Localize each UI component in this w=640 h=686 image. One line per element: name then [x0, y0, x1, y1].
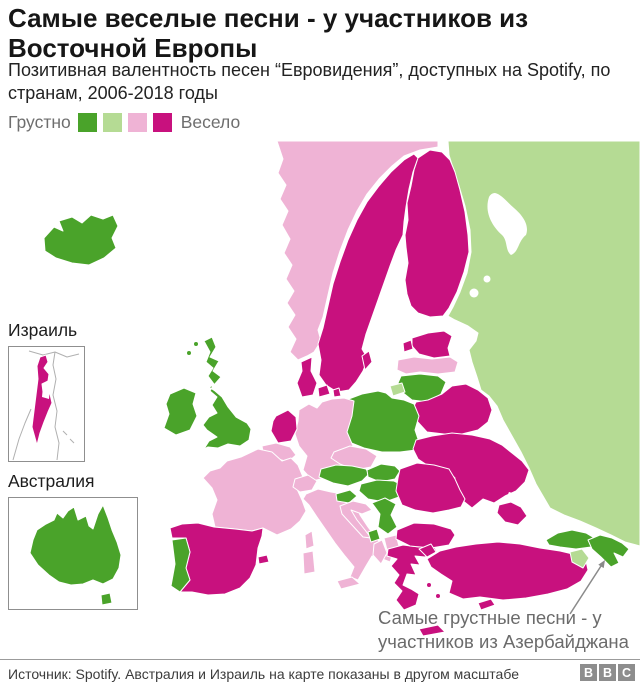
country-slovenia — [335, 489, 358, 504]
legend-sad-label: Грустно — [8, 112, 71, 132]
lake-onega — [483, 275, 491, 283]
gotland-island — [361, 350, 373, 371]
annotation-arrow-head — [598, 560, 605, 569]
legend-swatch-3 — [127, 113, 147, 132]
australia-inset-label: Австралия — [8, 471, 95, 491]
sicily-island — [336, 576, 361, 590]
country-slovakia — [366, 463, 401, 483]
country-australia — [29, 504, 122, 586]
country-austria — [318, 464, 370, 487]
page-title: Самые веселые песни - у участников из Во… — [8, 3, 529, 63]
crimea-peninsula — [496, 501, 528, 526]
legend-happy-label: Весело — [180, 112, 241, 132]
country-belarus — [411, 383, 493, 435]
legend-swatch-4 — [152, 113, 172, 132]
orkney-island — [193, 341, 199, 347]
country-spain — [169, 522, 264, 596]
bbc-logo-letter-b1: B — [580, 664, 597, 681]
white-sea — [487, 193, 527, 255]
country-latvia — [396, 356, 459, 375]
west-bank-gap — [42, 386, 50, 399]
country-finland — [404, 149, 470, 318]
country-greece — [386, 543, 438, 611]
country-armenia — [569, 548, 590, 569]
tasmania-island — [100, 592, 113, 606]
country-uk — [202, 336, 252, 450]
bbc-logo: B B C — [580, 664, 635, 681]
footer-divider — [0, 659, 640, 660]
israel-inset-label: Израиль — [8, 320, 78, 340]
bbc-logo-letter-c: C — [618, 664, 635, 681]
israel-inset-box — [8, 346, 85, 462]
sardinia-island — [302, 550, 316, 575]
country-russia — [447, 140, 640, 547]
egypt-border-line — [12, 408, 32, 461]
country-turkey — [426, 541, 589, 601]
annotation-arrow-line — [569, 565, 602, 615]
country-netherlands — [270, 409, 298, 444]
country-poland — [341, 390, 420, 453]
saaremaa-island — [402, 339, 414, 353]
legend-swatch-1 — [77, 113, 97, 132]
country-kaliningrad — [389, 382, 406, 397]
country-denmark — [296, 356, 318, 398]
country-switzerland — [292, 474, 318, 493]
annotation-line-1: Самые грустные песни - у — [378, 607, 602, 628]
country-albania — [372, 539, 388, 565]
legend-swatch-2 — [102, 113, 122, 132]
country-ireland — [163, 387, 198, 436]
country-france — [202, 448, 307, 536]
australia-map — [29, 504, 122, 606]
lake-ladoga — [469, 288, 479, 298]
turkey-european-part — [418, 543, 437, 558]
aegean-island-1 — [426, 582, 432, 588]
hebrides-island — [186, 350, 192, 356]
country-sweden — [317, 153, 419, 393]
country-israel — [31, 354, 53, 446]
aegean-island-2 — [435, 593, 441, 599]
annotation-line-2: участников из Азербайджана — [378, 631, 629, 652]
country-azerbaijan — [587, 534, 630, 568]
country-iceland — [43, 214, 119, 266]
funen-island — [332, 387, 342, 398]
country-portugal — [170, 537, 191, 593]
country-montenegro — [367, 528, 381, 543]
australia-inset-box — [8, 497, 138, 610]
country-bulgaria — [395, 522, 456, 549]
annotation-text: Самые грустные песни - у участников из А… — [378, 606, 629, 654]
country-croatia — [339, 500, 373, 539]
israel-map — [12, 350, 80, 461]
country-romania — [395, 462, 466, 514]
balearic-islands — [257, 554, 270, 565]
bbc-logo-letter-b2: B — [599, 664, 616, 681]
corsica-island — [304, 530, 315, 550]
country-cyprus — [477, 598, 496, 611]
country-serbia — [371, 497, 398, 535]
jordan-border-line — [52, 351, 60, 461]
country-czechia — [330, 445, 378, 471]
subtitle: Позитивная валентность песен “Евровидени… — [8, 60, 611, 103]
source-text: Источник: Spotify. Австралия и Израиль н… — [8, 666, 519, 682]
zealand-island — [317, 384, 331, 398]
country-estonia — [411, 330, 453, 359]
border-dashes — [62, 430, 75, 444]
legend: Грустно Весело — [8, 112, 240, 133]
sea-of-azov — [507, 492, 527, 504]
country-norway — [276, 140, 439, 361]
crete-island — [418, 624, 446, 637]
